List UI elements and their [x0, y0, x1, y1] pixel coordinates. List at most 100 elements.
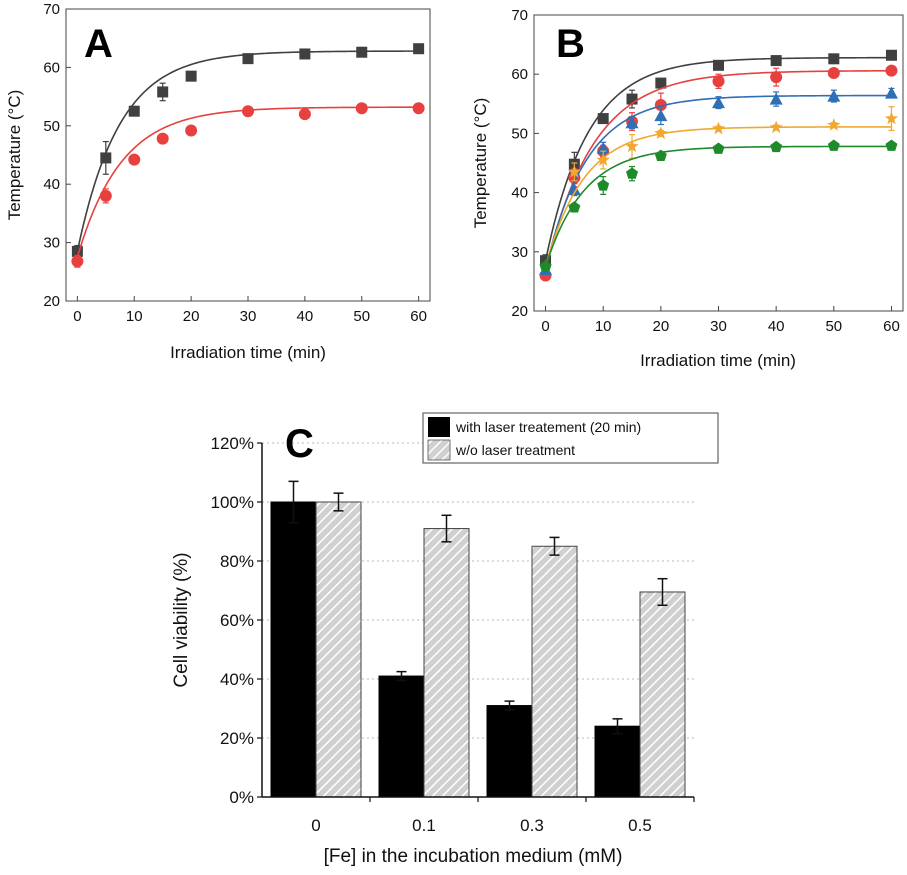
data-point — [769, 120, 783, 134]
data-point — [298, 108, 311, 121]
data-point — [626, 167, 639, 179]
data-point — [299, 48, 311, 60]
data-point — [769, 92, 783, 105]
fit-curve — [544, 94, 892, 270]
bar — [315, 501, 362, 798]
data-point — [596, 153, 610, 166]
panel-c-chart: 0% 20% 40% 60% 80% 100% 120% 0 0.1 0.3 0.5 C Cell… — [171, 412, 719, 867]
data-point — [597, 179, 610, 191]
legend-box — [422, 412, 719, 464]
data-point — [242, 105, 254, 118]
x-tick-label: 30 — [240, 308, 257, 325]
y-tick-label: 40 — [43, 176, 60, 193]
data-point — [713, 59, 724, 71]
x-tick-label: 20 — [653, 318, 670, 335]
data-point — [770, 71, 783, 84]
data-point — [100, 152, 112, 164]
data-point — [711, 121, 726, 135]
data-point — [654, 109, 668, 122]
x-axis: 0 10 20 30 40 50 60 — [73, 296, 427, 325]
y-tick-label: 50 — [43, 118, 60, 135]
y-tick-label: 120% — [211, 434, 254, 453]
y-tick-label: 20 — [43, 293, 60, 310]
data-point — [356, 46, 368, 58]
y-tick-label: 30 — [511, 244, 528, 261]
y-axis-label: Temperature (°C) — [5, 90, 24, 221]
data-point — [712, 75, 725, 88]
x-tick-label: 30 — [710, 318, 727, 335]
error-bar — [396, 670, 407, 682]
y-axis-label: Cell viability (%) — [171, 552, 192, 687]
data-point — [185, 124, 198, 137]
y-tick-label: 100% — [211, 493, 254, 512]
data-point — [712, 96, 725, 109]
data-point — [99, 189, 112, 202]
fit-curve — [76, 50, 419, 252]
error-bar — [288, 480, 299, 524]
x-axis-label: Irradiation time (min) — [170, 343, 326, 362]
data-point — [885, 49, 897, 61]
data-point — [128, 153, 141, 166]
data-point — [185, 70, 197, 82]
plot-frame — [65, 8, 431, 302]
fit-curve — [76, 106, 419, 258]
x-tick-label: 0.1 — [412, 816, 436, 835]
data-point — [568, 201, 581, 213]
series-5 — [539, 139, 898, 272]
data-point — [157, 86, 169, 98]
data-point — [128, 105, 140, 117]
y-tick-label: 60% — [220, 611, 254, 630]
data-point — [71, 245, 83, 257]
y-tick-label: 70 — [511, 7, 528, 24]
y-tick-label: 40% — [220, 670, 254, 689]
bar — [531, 545, 578, 798]
y-tick-label: 20% — [220, 729, 254, 748]
error-bar — [549, 536, 560, 556]
data-point — [625, 139, 639, 153]
y-tick-label: 60 — [43, 59, 60, 76]
x-axis: 0 10 20 30 40 50 60 — [541, 306, 900, 335]
data-point — [655, 77, 667, 89]
legend-swatch-without-laser — [427, 439, 451, 461]
x-tick-label: 40 — [297, 308, 314, 325]
fit-curve — [544, 145, 892, 267]
x-axis-label: [Fe] in the incubation medium (mM) — [324, 846, 623, 867]
data-point — [596, 141, 610, 154]
data-point — [539, 260, 552, 272]
x-tick-label: 60 — [883, 318, 900, 335]
series-1 — [71, 43, 425, 258]
legend-label-without-laser: w/o laser treatment — [455, 442, 575, 458]
x-axis: 0 0.1 0.3 0.5 — [311, 797, 695, 835]
series-2 — [71, 102, 425, 268]
y-tick-label: 50 — [511, 125, 528, 142]
y-tick-label: 70 — [43, 1, 60, 18]
data-point — [413, 43, 425, 55]
data-point — [355, 102, 368, 115]
error-bar — [612, 718, 623, 735]
data-point — [770, 55, 782, 67]
data-point — [884, 86, 898, 99]
y-axis: 20 30 40 50 60 70 — [511, 7, 539, 320]
bar — [486, 705, 533, 798]
bars — [270, 480, 686, 798]
data-point — [567, 183, 581, 196]
y-axis-label: Temperature (°C) — [471, 98, 490, 229]
y-tick-label: 60 — [511, 66, 528, 83]
data-point — [625, 116, 639, 129]
x-tick-label: 20 — [183, 308, 200, 325]
panel-label-b: B — [556, 22, 585, 66]
plot-frame — [533, 14, 904, 312]
data-point — [242, 53, 254, 65]
x-tick-label: 0.3 — [520, 816, 544, 835]
y-tick-label: 30 — [43, 235, 60, 252]
data-point — [885, 64, 898, 77]
x-tick-label: 0 — [73, 308, 81, 325]
x-tick-label: 10 — [126, 308, 143, 325]
data-point — [654, 98, 667, 111]
y-tick-label: 0% — [229, 788, 254, 807]
data-point — [597, 113, 609, 125]
x-tick-label: 60 — [410, 308, 427, 325]
y-tick-label: 40 — [511, 185, 528, 202]
bar — [270, 501, 317, 798]
